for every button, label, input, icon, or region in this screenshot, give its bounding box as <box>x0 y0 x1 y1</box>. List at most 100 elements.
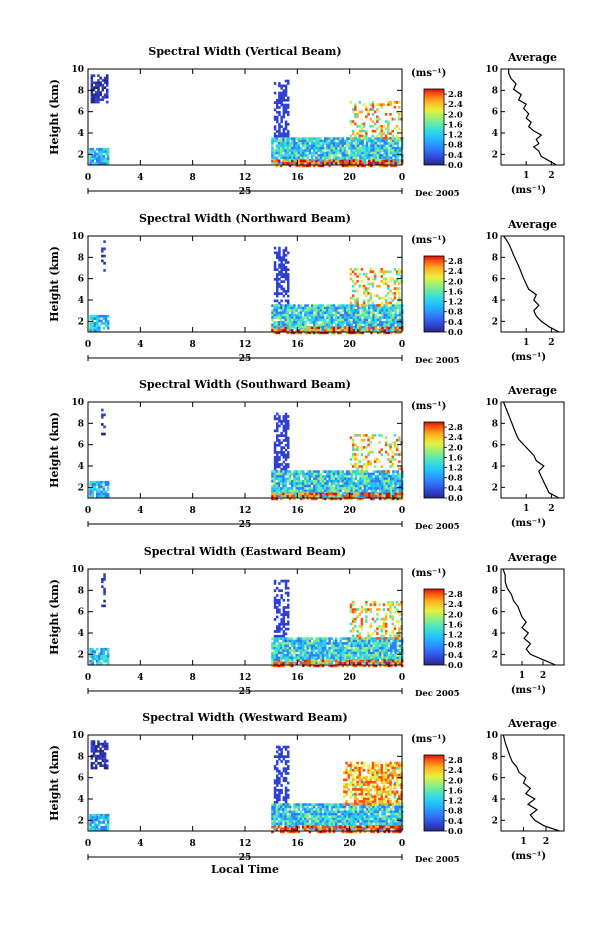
heatmap-cell <box>284 415 288 418</box>
heatmap-cell <box>100 657 103 661</box>
heatmap-cell <box>317 644 320 648</box>
heatmap-cell <box>304 164 307 168</box>
heatmap-cell <box>391 455 394 459</box>
heatmap-cell <box>376 117 379 121</box>
heatmap-cell <box>306 316 309 319</box>
colorbar-tick-label: 2.8 <box>448 423 463 433</box>
heatmap-cell <box>359 644 362 648</box>
heatmap-cell <box>359 306 362 310</box>
heatmap-cell <box>335 306 338 310</box>
heatmap-cell <box>368 492 371 496</box>
heatmap-cell <box>103 604 106 608</box>
heatmap-cell <box>313 158 316 162</box>
heatmap-cell <box>360 448 364 452</box>
heatmap-cell <box>346 492 349 496</box>
heatmap-cell <box>339 662 342 665</box>
heatmap-cell <box>385 662 389 665</box>
heatmap-cell <box>286 817 290 821</box>
heatmap-cell <box>383 651 386 655</box>
heatmap-cell <box>373 620 377 623</box>
heatmap-cell <box>395 289 399 293</box>
heatmap-cell <box>280 613 283 616</box>
heatmap-cell <box>341 159 345 163</box>
heatmap-cell <box>287 98 290 102</box>
heatmap-cell <box>387 482 391 485</box>
heatmap-cell <box>317 489 320 493</box>
heatmap-cell <box>101 83 105 87</box>
heatmap-cell <box>352 146 356 150</box>
heatmap-cell <box>304 331 307 335</box>
heatmap-cell <box>359 321 362 324</box>
heatmap-cell <box>95 81 98 85</box>
heatmap-cell <box>351 455 355 459</box>
heatmap-cell <box>335 311 338 315</box>
heatmap-cell <box>277 479 281 483</box>
heatmap-cell <box>394 326 397 330</box>
heatmap-cell <box>357 162 360 165</box>
heatmap-cell <box>280 748 283 751</box>
heatmap-cell <box>348 309 351 312</box>
heatmap-cell <box>326 805 329 809</box>
heatmap-cell <box>382 617 386 621</box>
heatmap-cell <box>271 156 274 160</box>
heatmap-cell <box>89 155 92 158</box>
heatmap-cell <box>376 479 380 483</box>
heatmap-cell <box>330 309 334 312</box>
heatmap-cell <box>352 325 356 329</box>
heatmap-cell <box>271 151 274 155</box>
heatmap-cell <box>273 134 277 138</box>
heatmap-cell <box>360 620 364 623</box>
heatmap-cell <box>359 654 362 657</box>
heatmap-cell <box>271 149 274 152</box>
heatmap-cell <box>102 147 105 151</box>
heatmap-cell <box>346 159 349 163</box>
heatmap-cell <box>335 654 338 657</box>
heatmap-cell <box>277 487 281 490</box>
heatmap-cell <box>326 489 329 493</box>
heatmap-cell <box>308 487 312 490</box>
heatmap-cell <box>95 314 99 318</box>
heatmap-cell <box>398 487 402 490</box>
heatmap-cell <box>373 277 377 281</box>
heatmap-cell <box>99 764 102 767</box>
heatmap-cell <box>95 823 99 827</box>
heatmap-cell <box>324 482 327 485</box>
heatmap-cell <box>365 617 368 621</box>
heatmap-cell <box>293 151 296 155</box>
heatmap-cell <box>354 664 358 668</box>
heatmap-cell <box>310 489 314 493</box>
heatmap-cell <box>313 495 316 498</box>
heatmap-cell <box>328 309 331 312</box>
heatmap-cell <box>315 654 318 657</box>
heatmap-cell <box>95 828 99 831</box>
heatmap-cell <box>89 821 92 824</box>
heatmap-cell <box>343 637 347 640</box>
heatmap-cell <box>387 154 391 157</box>
heatmap-cell <box>276 287 279 291</box>
heatmap-cell <box>335 482 338 485</box>
heatmap-cell <box>367 450 370 454</box>
heatmap-cell <box>103 752 107 755</box>
heatmap-cell <box>89 492 92 496</box>
heatmap-cell <box>350 316 353 319</box>
heatmap-cell <box>385 149 389 152</box>
heatmap-cell <box>284 321 287 324</box>
heatmap-cell <box>374 137 378 140</box>
heatmap-cell <box>306 304 309 307</box>
heatmap-cell <box>291 149 294 152</box>
heatmap-cell <box>376 284 379 288</box>
heatmap-cell <box>326 812 329 816</box>
heatmap-cell <box>280 470 283 473</box>
heatmap-cell <box>339 484 342 488</box>
heatmap-cell <box>337 808 340 811</box>
heatmap-cell <box>306 159 309 163</box>
heatmap-cell <box>306 497 309 501</box>
heatmap-cell <box>365 137 369 140</box>
heatmap-cell <box>354 137 358 140</box>
heatmap-cell <box>365 646 369 650</box>
heatmap-cell <box>387 120 390 123</box>
heatmap-cell <box>286 644 290 648</box>
heatmap-cell <box>278 441 281 445</box>
heatmap-cell <box>343 658 347 662</box>
heatmap-cell <box>339 489 342 493</box>
